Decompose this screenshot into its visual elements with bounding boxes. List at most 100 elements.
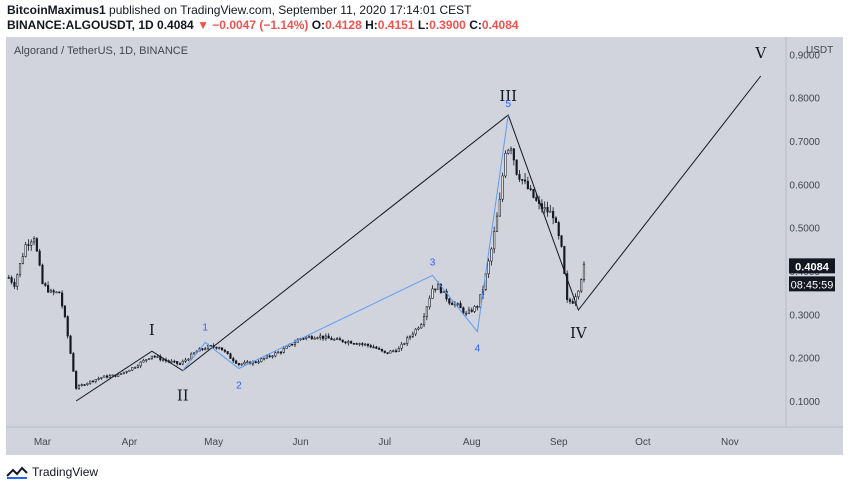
candle-body — [91, 380, 95, 383]
candle-body — [35, 238, 38, 252]
candle-body — [397, 348, 400, 352]
candle-body — [406, 337, 409, 344]
candle-body — [206, 345, 210, 350]
candle-body — [89, 380, 92, 384]
candle-body — [133, 367, 137, 369]
candle-body — [226, 351, 229, 355]
candle-body — [336, 338, 339, 340]
y-tick-label: 0.9000 — [789, 50, 820, 61]
candle-body — [392, 350, 395, 353]
x-tick-label: May — [204, 437, 223, 448]
candle-body — [105, 375, 109, 378]
candle-body — [293, 342, 297, 345]
candle-body — [240, 363, 243, 366]
candle-body — [232, 358, 235, 362]
candle-body — [459, 303, 462, 309]
candle-body — [521, 179, 524, 181]
candle-body — [445, 290, 448, 300]
candle-body — [394, 350, 398, 353]
wave-label-main: III — [499, 87, 517, 105]
low-label: L: — [417, 18, 430, 32]
candle-body — [178, 363, 182, 365]
candle-body — [263, 357, 266, 360]
wave-main-line — [75, 75, 762, 402]
candle-body — [358, 343, 361, 345]
candle-body — [142, 359, 145, 363]
candle-body — [229, 353, 232, 359]
published-text: published on TradingView.com, September … — [109, 3, 472, 17]
candle-body — [529, 188, 532, 190]
candle-body — [383, 350, 386, 353]
tradingview-brand[interactable]: TradingView — [6, 465, 98, 479]
candle-body — [473, 306, 476, 312]
candle-body — [467, 309, 471, 314]
candle-body — [580, 279, 583, 292]
candle-body — [215, 346, 218, 349]
candle-body — [131, 367, 134, 371]
candle-body — [223, 349, 226, 352]
candle-body — [63, 305, 66, 317]
high-value: 0.4151 — [377, 18, 415, 32]
candle-body — [411, 333, 414, 337]
x-tick-label: Apr — [122, 437, 138, 448]
candle-body — [338, 338, 341, 341]
price-badge-text: 0.4084 — [795, 261, 830, 273]
candle-body — [364, 343, 367, 346]
candle-body — [47, 285, 50, 293]
candle-body — [257, 361, 260, 364]
candle-body — [582, 263, 586, 281]
countdown-badge: 08:45:59 — [789, 276, 835, 292]
wave-label-main: II — [177, 387, 189, 405]
close-value: 0.4084 — [481, 18, 519, 32]
candle-body — [420, 324, 423, 329]
candle-body — [153, 355, 156, 358]
candle-body — [38, 250, 41, 266]
candle-body — [218, 347, 221, 349]
candle-body — [563, 246, 566, 274]
candle-body — [235, 360, 238, 364]
candle-body — [170, 360, 173, 363]
candle-body — [173, 360, 176, 363]
candle-body — [546, 207, 549, 213]
candle-body — [501, 175, 504, 200]
currency-label: USDT — [806, 45, 833, 56]
x-tick-label: Nov — [721, 437, 739, 448]
candle-body — [509, 148, 513, 151]
symbol-line: BINANCE:ALGOUSDT, 1D 0.4084 ▼ −0.0047 (−… — [7, 18, 519, 32]
candle-body — [156, 356, 159, 358]
candle-body — [515, 159, 518, 175]
candle-body — [442, 290, 445, 293]
wave-label-main: V — [754, 44, 767, 62]
candle-body — [279, 351, 283, 354]
candle-body — [97, 378, 100, 380]
candle-body — [184, 359, 187, 362]
candle-body — [372, 346, 375, 349]
candle-body — [493, 231, 496, 250]
wave-label-main: I — [149, 321, 155, 339]
tradingview-logo-icon — [6, 466, 28, 479]
candle-body — [327, 335, 330, 339]
candle-body — [498, 198, 501, 217]
candle-body — [72, 353, 75, 372]
candle-body — [86, 382, 89, 385]
candle-body — [403, 343, 406, 345]
candle-body — [532, 189, 535, 198]
candle-body — [128, 369, 131, 372]
candle-body — [369, 345, 372, 348]
candle-body — [352, 343, 355, 345]
candle-body — [366, 343, 370, 346]
candle-body — [307, 336, 311, 338]
candle-body — [27, 244, 30, 246]
candle-body — [122, 371, 125, 374]
candle-body — [274, 352, 277, 357]
candle-body — [145, 359, 148, 361]
candle-body — [148, 358, 151, 360]
candle-body — [487, 260, 490, 275]
candle-body — [80, 384, 83, 386]
author-name[interactable]: BitcoinMaximus1 — [7, 3, 106, 17]
candle-body — [13, 281, 16, 287]
candle-body — [117, 373, 120, 377]
candle-body — [341, 339, 344, 343]
candle-body — [568, 299, 572, 302]
